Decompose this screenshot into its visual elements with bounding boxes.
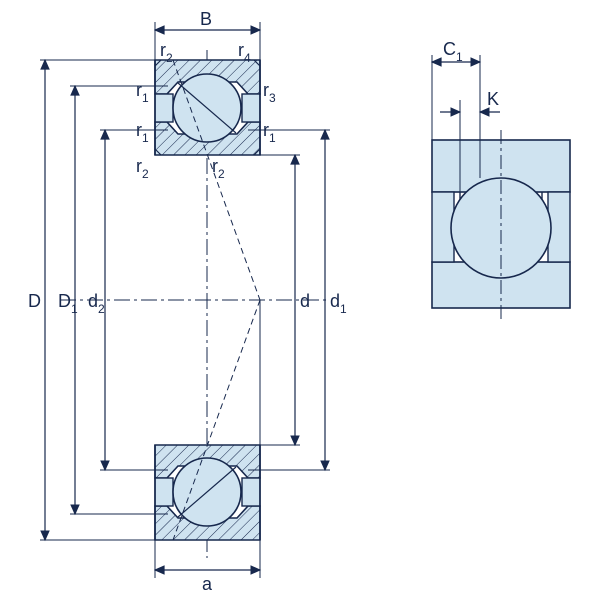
label-d: d bbox=[300, 291, 310, 311]
bearing-diagram: D D1 d2 d d1 B a r2 r1 r4 r3 r1 r2 r1 r2 bbox=[0, 0, 600, 600]
top-half bbox=[155, 60, 260, 155]
label-a: a bbox=[202, 574, 213, 594]
label-r1-tl: r1 bbox=[136, 80, 149, 105]
label-D: D bbox=[28, 291, 41, 311]
left-cross-section: D D1 d2 d d1 B a r2 r1 r4 r3 r1 r2 r1 r2 bbox=[28, 9, 347, 594]
label-d1b: d1 bbox=[330, 291, 347, 316]
label-r2-bl: r2 bbox=[136, 156, 149, 181]
label-d2: d2 bbox=[88, 291, 105, 316]
label-K: K bbox=[487, 89, 499, 109]
label-C1: C1 bbox=[443, 39, 463, 64]
label-r1-bl: r1 bbox=[136, 120, 149, 145]
label-r2-br: r2 bbox=[212, 156, 225, 181]
label-B: B bbox=[200, 9, 212, 29]
bottom-half bbox=[155, 445, 260, 540]
label-r3-tr: r3 bbox=[263, 80, 276, 105]
right-partial-view: C1 K bbox=[432, 39, 570, 320]
label-r1-br: r1 bbox=[263, 120, 276, 145]
